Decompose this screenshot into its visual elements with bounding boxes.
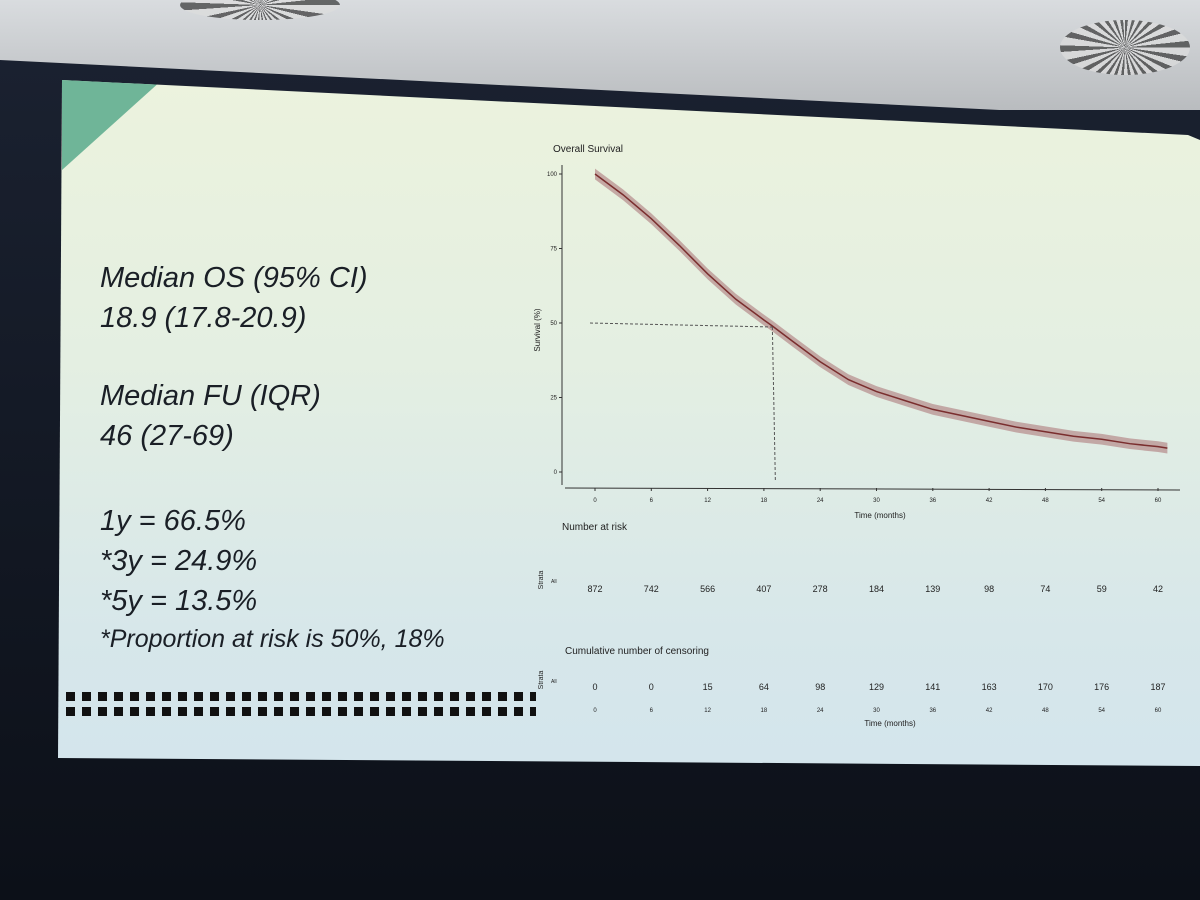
censor-count: 129: [869, 682, 884, 692]
x-axis-line: [564, 487, 1181, 491]
x-axis-label: Time (months): [854, 511, 906, 520]
risk-count: 184: [869, 584, 884, 594]
risk-count: 98: [984, 584, 994, 594]
x-tick-label: 60: [1155, 498, 1162, 504]
censor-stratum: All: [551, 679, 557, 685]
median-guide-vertical: [771, 326, 776, 481]
y-tick-label: 0: [554, 470, 558, 476]
censor-count: 170: [1038, 682, 1053, 692]
censor-x-tick-label: 12: [704, 708, 711, 714]
x-tick-label: 6: [650, 498, 654, 504]
censor-x-tick-label: 6: [650, 708, 654, 714]
median-fu-value: 46 (27-69): [100, 420, 234, 452]
median-guide-horizontal: [589, 322, 773, 328]
censor-x-tick-label: 42: [986, 708, 993, 714]
censor-count: 15: [703, 682, 713, 692]
censor-table-title: Cumulative number of censoring: [565, 646, 709, 657]
decorative-dots: [66, 692, 536, 701]
ceiling-vent: [1060, 20, 1190, 75]
censor-count: 98: [815, 682, 825, 692]
x-tick-label: 18: [761, 498, 768, 504]
censor-count: 141: [925, 682, 940, 692]
censor-count: 163: [982, 682, 997, 692]
risk-count: 42: [1153, 584, 1163, 594]
x-tick-label: 30: [873, 498, 880, 504]
censor-count: 0: [592, 682, 597, 692]
censor-x-tick-label: 18: [761, 708, 768, 714]
x-tick-label: 48: [1042, 498, 1049, 504]
censor-strata-label: Strata: [538, 671, 545, 690]
risk-count: 74: [1040, 584, 1050, 594]
censor-count: 64: [759, 682, 769, 692]
y-tick-label: 25: [550, 396, 557, 402]
chart-title: Overall Survival: [553, 144, 623, 155]
x-tick-label: 36: [929, 498, 936, 504]
censor-count: 0: [649, 682, 654, 692]
y-axis-label: Survival (%): [533, 308, 542, 351]
risk-stratum: All: [551, 579, 557, 585]
risk-count: 278: [813, 584, 828, 594]
censor-x-tick-label: 60: [1155, 708, 1162, 714]
decorative-dots: [66, 707, 536, 716]
censor-x-tick-label: 54: [1098, 708, 1105, 714]
y-tick-label: 100: [547, 172, 558, 178]
y-tick-label: 75: [550, 247, 557, 253]
ceiling-vent: [180, 0, 340, 20]
risk-count: 566: [700, 584, 715, 594]
censor-x-tick-label: 0: [593, 708, 597, 714]
risk-count: 742: [644, 584, 659, 594]
x-tick-label: 12: [704, 498, 711, 504]
censor-x-tick-label: 36: [929, 708, 936, 714]
risk-table-title: Number at risk: [562, 522, 628, 533]
x-tick-label: 54: [1098, 498, 1105, 504]
os-5y: *5y = 13.5%: [100, 585, 258, 617]
y-tick-label: 50: [550, 321, 557, 327]
risk-count: 59: [1097, 584, 1107, 594]
censor-count: 176: [1094, 682, 1109, 692]
survival-curve: [594, 173, 1168, 449]
censor-x-tick-label: 30: [873, 708, 880, 714]
median-os-value: 18.9 (17.8-20.9): [100, 302, 307, 334]
x-tick-label: 24: [817, 498, 824, 504]
os-3y: *3y = 24.9%: [100, 545, 258, 577]
footnote: *Proportion at risk is 50%, 18%: [100, 625, 445, 653]
median-fu-label: Median FU (IQR): [100, 380, 321, 412]
risk-count: 139: [925, 584, 940, 594]
confidence-band: [595, 168, 1168, 454]
censor-count: 187: [1150, 682, 1165, 692]
x-tick-label: 0: [593, 498, 597, 504]
risk-strata-label: Strata: [538, 571, 545, 590]
risk-count: 407: [756, 584, 771, 594]
risk-count: 872: [587, 584, 602, 594]
censor-x-axis-label: Time (months): [864, 719, 916, 728]
os-1y: 1y = 66.5%: [100, 505, 246, 537]
censor-x-tick-label: 48: [1042, 708, 1049, 714]
x-tick-label: 42: [986, 498, 993, 504]
median-os-label: Median OS (95% CI): [100, 262, 368, 294]
censor-x-tick-label: 24: [817, 708, 824, 714]
